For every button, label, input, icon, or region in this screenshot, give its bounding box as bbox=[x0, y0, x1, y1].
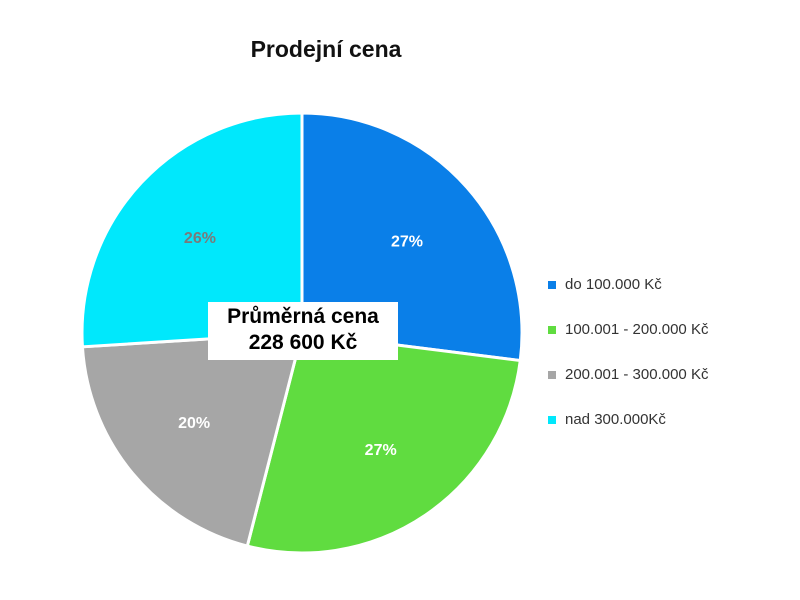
pie-slice bbox=[80, 331, 304, 548]
legend-swatch bbox=[548, 280, 556, 289]
legend-label: nad 300.000Kč bbox=[565, 411, 666, 428]
average-price-value: 228 600 Kč bbox=[248, 331, 358, 354]
average-price-box: Průměrná cena 228 600 Kč bbox=[208, 302, 398, 360]
legend-item: do 100.000 Kč bbox=[548, 262, 708, 307]
legend-swatch bbox=[548, 325, 556, 334]
legend-label: 200.001 - 300.000 Kč bbox=[565, 366, 709, 383]
slice-data-label: 27% bbox=[365, 442, 397, 459]
pie-slice bbox=[80, 111, 304, 349]
average-price-label: Průměrná cena bbox=[227, 305, 379, 328]
legend-item: nad 300.000Kč bbox=[548, 397, 708, 442]
pie-slice bbox=[300, 111, 524, 363]
legend-item: 200.001 - 300.000 Kč bbox=[548, 352, 708, 397]
slice-data-label: 20% bbox=[178, 415, 210, 432]
legend-swatch bbox=[548, 370, 556, 379]
legend: do 100.000 Kč 100.001 - 200.000 Kč 200.001… bbox=[548, 262, 708, 442]
chart-title: Prodejní cena bbox=[250, 36, 402, 62]
pie-slice bbox=[245, 331, 522, 555]
slice-data-label: 27% bbox=[391, 233, 423, 250]
legend-label: 100.001 - 200.000 Kč bbox=[565, 321, 709, 338]
legend-swatch bbox=[548, 415, 556, 424]
legend-label: do 100.000 Kč bbox=[565, 276, 662, 293]
slice-data-label: 26% bbox=[184, 230, 216, 247]
legend-item: 100.001 - 200.000 Kč bbox=[548, 307, 708, 352]
